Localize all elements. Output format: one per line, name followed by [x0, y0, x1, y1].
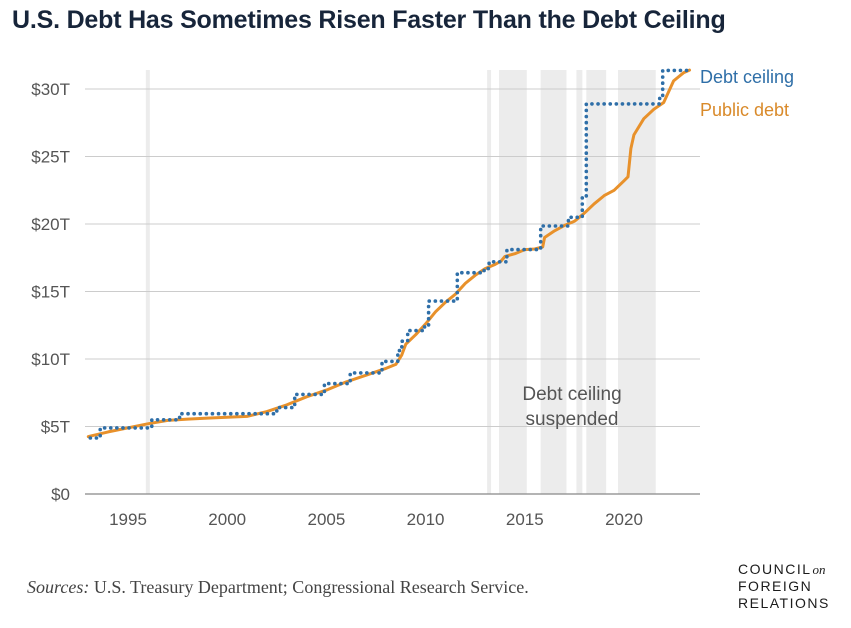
suspension-shading	[145, 70, 656, 494]
gridlines	[85, 88, 700, 495]
shade-period-5	[618, 70, 656, 494]
annotation-line1: Debt ceiling	[522, 384, 621, 405]
logo-on: on	[812, 562, 826, 577]
series-lines	[86, 68, 691, 440]
logo-line1: COUNCIL	[738, 561, 812, 577]
logo-line2: FOREIGN	[738, 578, 813, 594]
y-tick-label: $10T	[31, 350, 70, 369]
shade-period-3	[576, 70, 583, 494]
x-tick-label: 2000	[208, 510, 246, 529]
x-tick-label: 1995	[109, 510, 147, 529]
legend-public-debt: Public debt	[700, 100, 789, 120]
cfr-logo: COUNCILon FOREIGN RELATIONS	[738, 561, 830, 612]
y-tick-label: $5T	[41, 418, 70, 437]
shade-period-6	[145, 70, 150, 494]
series-debt-ceiling	[88, 68, 690, 440]
shade-period-0	[487, 70, 492, 494]
sources-note: Sources: U.S. Treasury Department; Congr…	[27, 577, 529, 598]
y-tick-label: $0	[51, 485, 70, 504]
y-tick-label: $15T	[31, 283, 70, 302]
annotation-line2: suspended	[526, 409, 619, 430]
x-axis: 1995 2000 2005 2010 2015 2020	[109, 510, 643, 529]
logo-line3: RELATIONS	[738, 595, 830, 611]
chart-title: U.S. Debt Has Sometimes Risen Faster Tha…	[12, 6, 726, 34]
x-tick-label: 2005	[307, 510, 345, 529]
x-tick-label: 2010	[407, 510, 445, 529]
sources-text: U.S. Treasury Department; Congressional …	[89, 577, 529, 597]
x-tick-label: 2015	[506, 510, 544, 529]
shade-period-4	[586, 70, 607, 494]
y-tick-label: $20T	[31, 215, 70, 234]
legend-debt-ceiling: Debt ceiling	[700, 67, 794, 87]
shade-period-2	[540, 70, 567, 494]
y-tick-label: $25T	[31, 148, 70, 167]
shade-period-1	[499, 70, 527, 494]
y-tick-label: $30T	[31, 80, 70, 99]
sources-label: Sources:	[27, 577, 90, 597]
x-tick-label: 2020	[605, 510, 643, 529]
y-axis: $0 $5T $10T $15T $20T $25T $30T	[31, 80, 70, 504]
